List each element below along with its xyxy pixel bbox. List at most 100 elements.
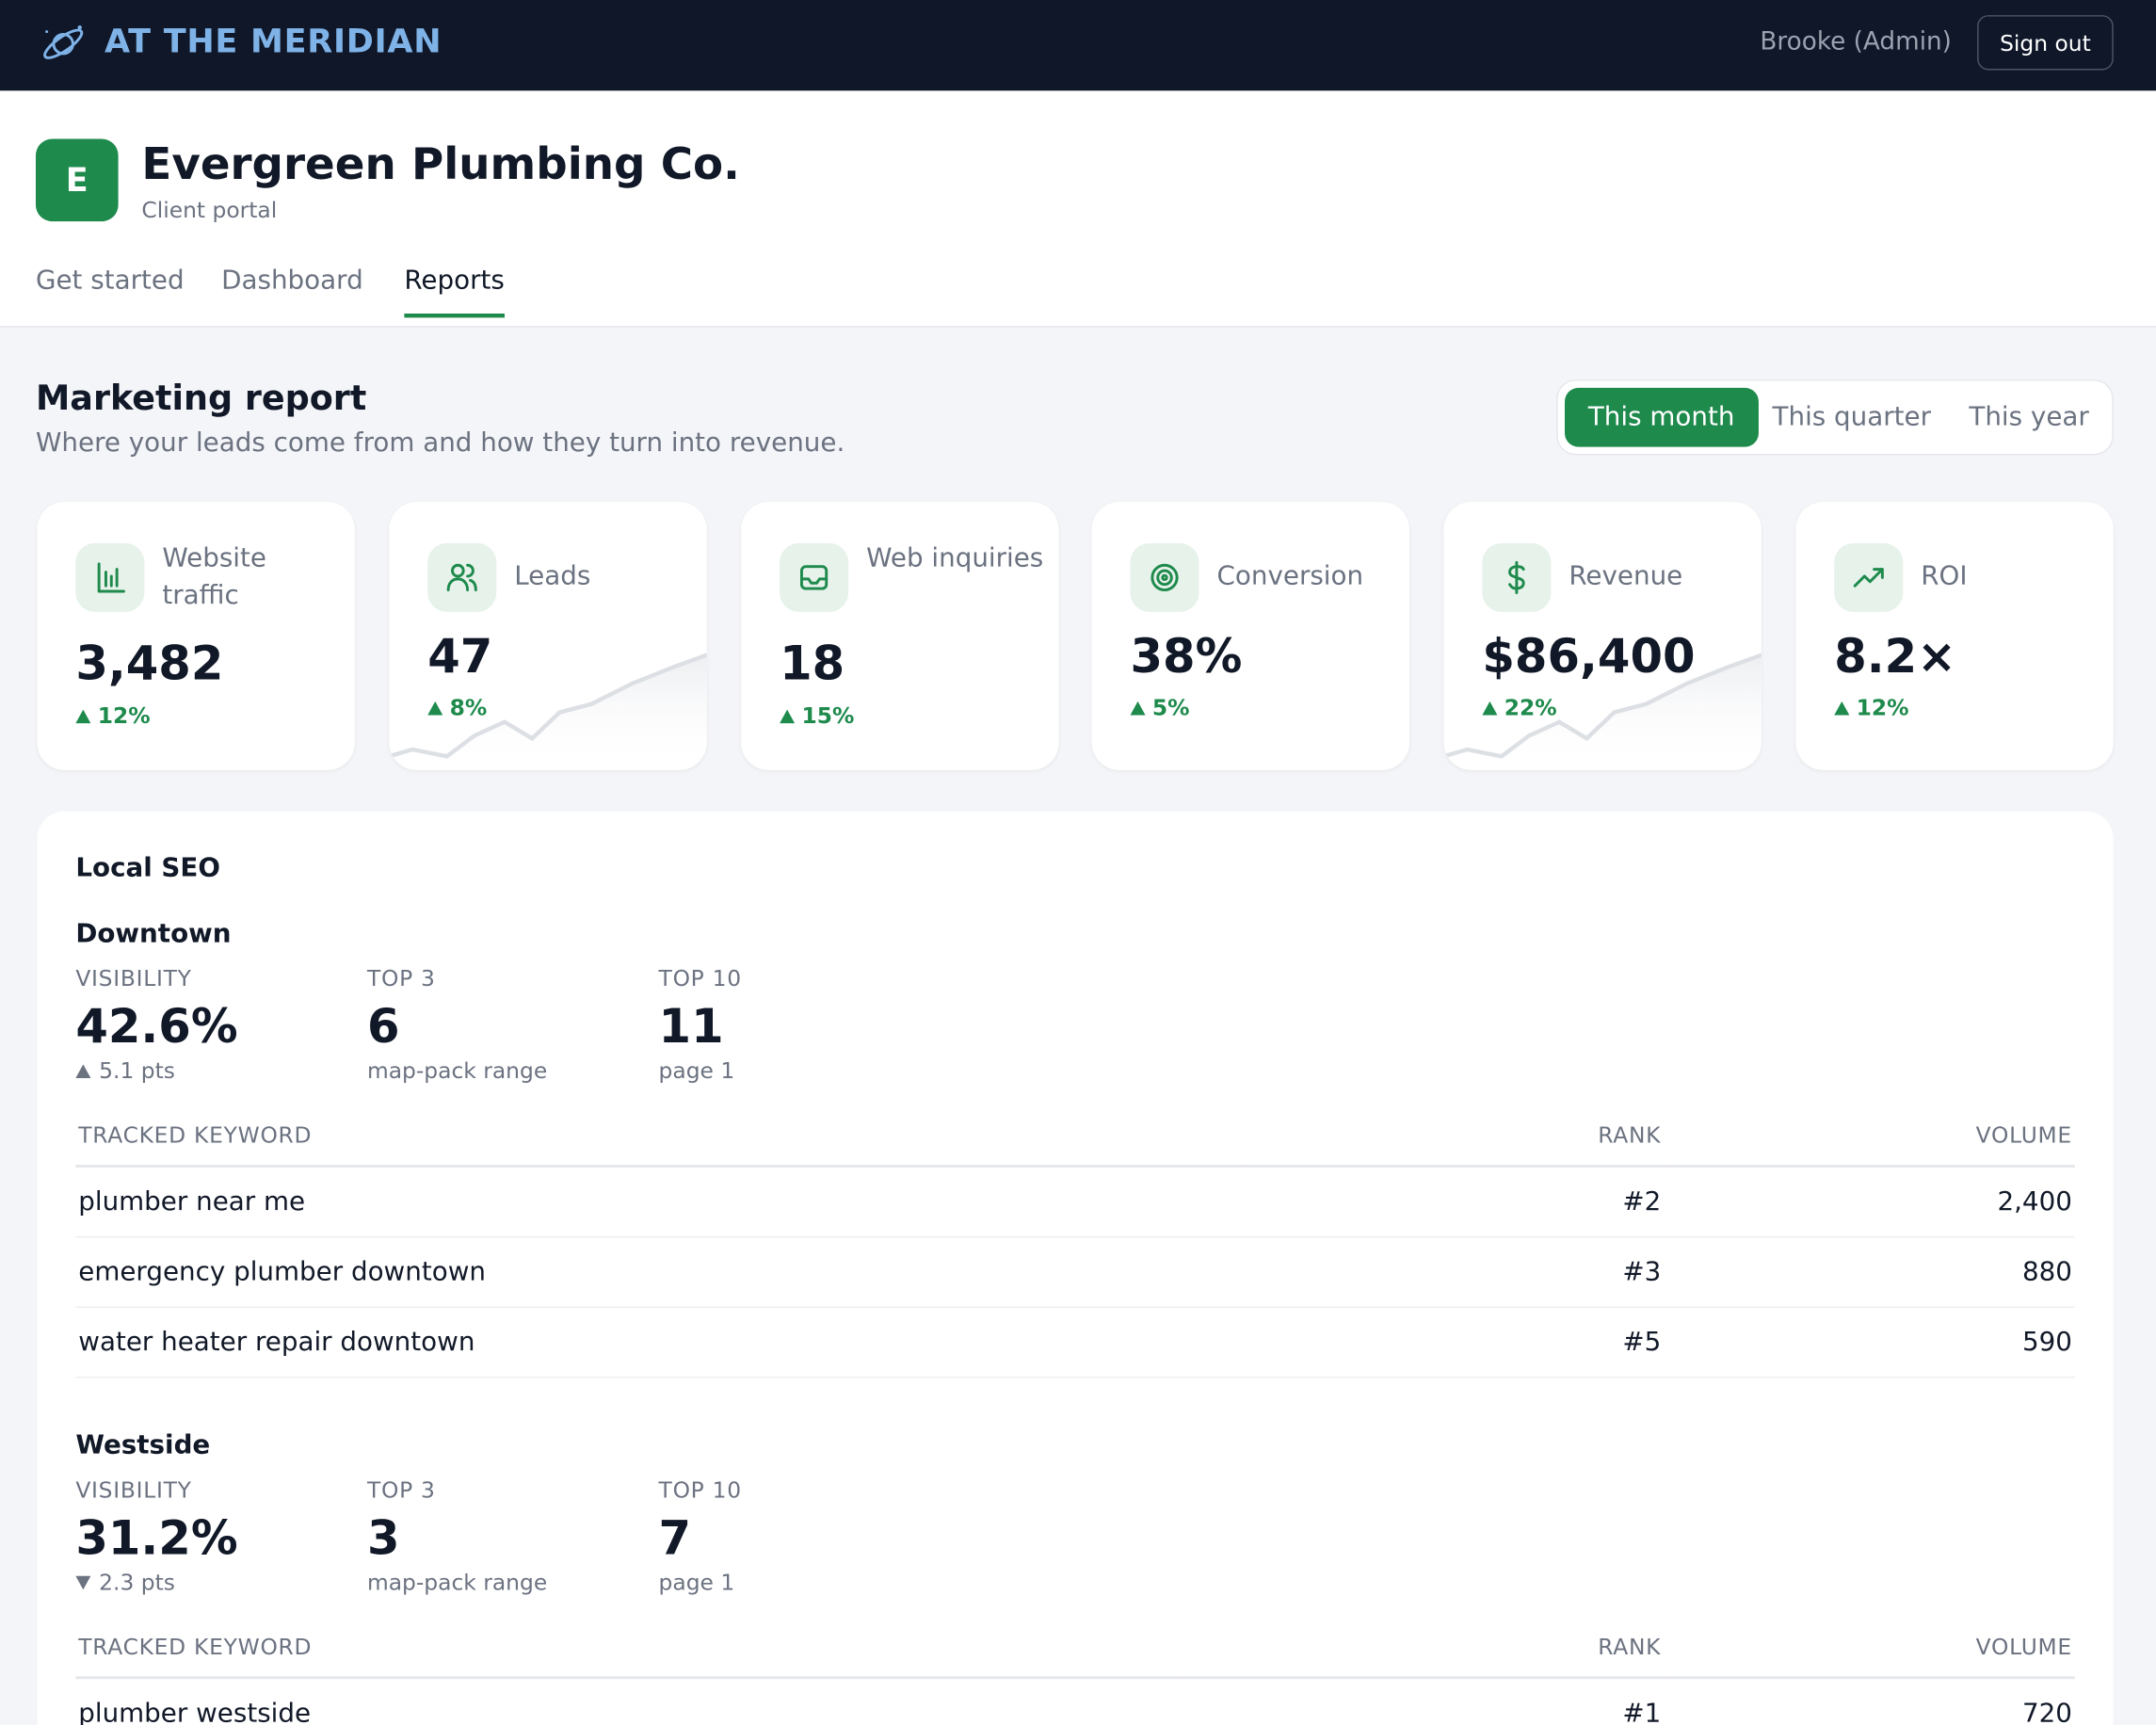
metric-label: TOP 3 [366, 965, 436, 991]
metric: TOP 3 3 map-pack range [367, 1477, 659, 1596]
metric-note-text: page 1 [658, 1057, 735, 1084]
kpi-value: 47 [427, 629, 493, 685]
icon [799, 565, 829, 590]
report-title: Marketing report [35, 378, 367, 418]
kpi-label: Leads [514, 560, 591, 591]
kpi-change: 5% [1130, 694, 1190, 721]
kpi-card: Revenue $86,400 22% [1443, 502, 1762, 770]
period-option[interactable]: This year [1969, 401, 2089, 432]
keyword-table: TRACKED KEYWORD RANK VOLUME plumber westsid… [75, 1634, 2075, 1725]
metric-note: map-pack range [367, 1057, 659, 1084]
metric-label: TOP 3 [366, 1476, 436, 1504]
metric-note: 2.3 pts [75, 1569, 367, 1595]
kpi-icon [1130, 542, 1199, 612]
top-bar: AT THE MERIDIAN Brooke (Admin) Sign out [0, 0, 2156, 91]
cell: 590 [1664, 1307, 2075, 1378]
logo [43, 25, 84, 59]
metric-label: TOP 10 [658, 1476, 742, 1504]
metric-note: 5.1 pts [75, 1057, 367, 1084]
metric: TOP 10 7 page 1 [659, 1477, 951, 1596]
metric-value: 11 [658, 999, 724, 1056]
trend-icon [427, 701, 443, 716]
metric-note-text: map-pack range [366, 1057, 548, 1084]
cell: #5 [1246, 1307, 1665, 1378]
cell: #2 [1246, 1166, 1665, 1238]
kpi-change: 12% [75, 702, 151, 730]
metric-note-text: map-pack range [366, 1569, 548, 1596]
client-avatar: E [35, 138, 119, 222]
kpi-label: ROI [1921, 560, 1968, 591]
kpi-card: Web inquiries 18 15% [741, 502, 1059, 770]
metric-value: 31.2% [75, 1511, 238, 1567]
sign-out-button[interactable]: Sign out [1977, 15, 2114, 71]
period-option[interactable]: This month [1565, 387, 1759, 447]
kpi-label: Website traffic [162, 542, 266, 611]
tab[interactable]: Reports [404, 266, 505, 318]
column-header: TRACKED KEYWORD [75, 1634, 1184, 1680]
cell: emergency plumber downtown [75, 1236, 1247, 1308]
location-name: Downtown [75, 918, 232, 949]
trend-icon [75, 1064, 91, 1079]
tab[interactable]: Get started [35, 265, 185, 296]
kpi-card: Leads 47 8% [389, 502, 707, 770]
metric: TOP 10 11 page 1 [659, 965, 951, 1084]
report-subtitle: Where your leads come from and how they … [35, 427, 845, 459]
kpi-card: ROI 8.2× 12% [1795, 502, 2114, 770]
kpi-label: Revenue [1569, 560, 1683, 591]
metric-note: map-pack range [367, 1569, 659, 1595]
kpi-change: 15% [780, 702, 854, 729]
column-header: RANK [1246, 1121, 1665, 1168]
metric-value: 6 [366, 999, 400, 1056]
kpi-change-value: 15% [801, 702, 855, 730]
kpi-change-value: 8% [449, 694, 488, 721]
kpi-value: 3,482 [75, 637, 224, 692]
icon [97, 562, 125, 593]
cell: plumber westside [75, 1677, 1184, 1725]
keyword-table: TRACKED KEYWORD RANK VOLUME plumber near me… [75, 1121, 2075, 1378]
metrics: VISIBILITY 31.2% 2.3 pts TOP 3 3 map-pack ran… [75, 1477, 2075, 1596]
kpi-icon [427, 542, 497, 612]
metric: VISIBILITY 42.6% 5.1 pts [75, 965, 367, 1084]
metric: TOP 3 6 map-pack range [367, 965, 659, 1084]
kpi-change-value: 12% [97, 702, 151, 730]
table-header: TRACKED KEYWORD RANK VOLUME [75, 1121, 2075, 1168]
kpi-value: 38% [1130, 629, 1243, 685]
icon [446, 563, 477, 591]
metrics: VISIBILITY 42.6% 5.1 pts TOP 3 6 map-pack ran… [75, 965, 2075, 1084]
sparkline [389, 653, 707, 770]
kpi-value: 18 [780, 637, 845, 692]
sparkline [1443, 653, 1762, 770]
kpi-value: 8.2× [1834, 629, 1956, 685]
kpi-change: 8% [427, 694, 488, 721]
keyword-row: water heater repair downtown #5 590 [75, 1307, 2075, 1378]
cell: 880 [1664, 1236, 2075, 1308]
keyword-row: plumber near me #2 2,400 [75, 1166, 2075, 1238]
kpi-card: Website traffic 3,482 12% [37, 502, 355, 770]
metric-value: 42.6% [75, 999, 238, 1056]
cell: #3 [1246, 1236, 1665, 1308]
kpi-icon [1834, 542, 1904, 612]
trend-icon [1482, 701, 1498, 716]
column-header: TRACKED KEYWORD [75, 1121, 1247, 1168]
cell: water heater repair downtown [75, 1307, 1247, 1378]
kpi-label: Conversion [1216, 560, 1364, 591]
brand: AT THE MERIDIAN [104, 22, 442, 61]
kpi-icon [75, 542, 145, 612]
kpi-change-value: 5% [1151, 694, 1190, 721]
trend-icon [1130, 701, 1146, 716]
metric-note-text: page 1 [658, 1569, 735, 1596]
kpi-change: 22% [1482, 695, 1557, 720]
kpi-label: Web inquiries [866, 542, 1044, 574]
cell: #1 [1183, 1677, 1665, 1725]
kpi-value: $86,400 [1482, 629, 1696, 685]
period-option[interactable]: This quarter [1772, 401, 1932, 432]
metric-label: VISIBILITY [75, 965, 192, 991]
metric-value: 3 [366, 1511, 400, 1567]
metric-note: page 1 [659, 1569, 951, 1595]
icon [1853, 568, 1884, 588]
trend-icon [780, 709, 796, 724]
tab[interactable]: Dashboard [221, 265, 363, 296]
metric-note: page 1 [659, 1057, 951, 1084]
seo-panel: Local SEO Downtown VISIBILITY 42.6% 5.1 pts… [37, 811, 2114, 1725]
